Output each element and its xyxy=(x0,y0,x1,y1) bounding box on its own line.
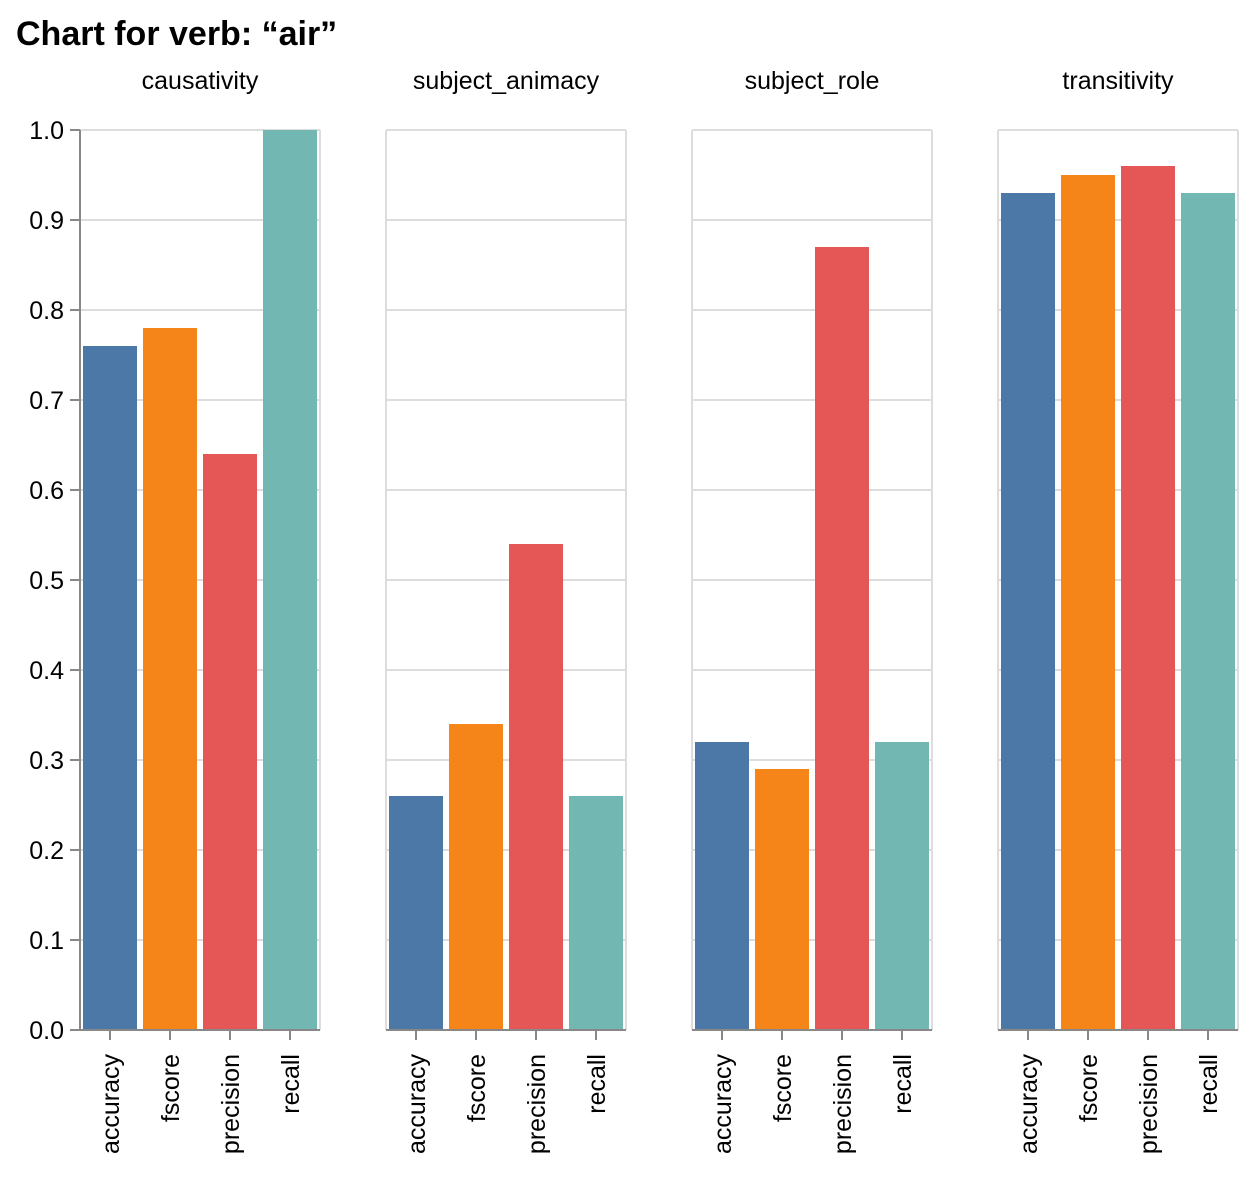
y-tick-label: 0.5 xyxy=(29,567,64,595)
x-tick-label-recall: recall xyxy=(277,1054,305,1114)
bar-subject-role-recall xyxy=(875,742,929,1030)
x-tick-label-accuracy: accuracy xyxy=(1015,1054,1043,1155)
y-tick-label: 0.7 xyxy=(29,387,64,415)
x-tick-label-precision: precision xyxy=(217,1054,245,1154)
facet-subject-animacy: subject_animacy accuracy fscore precision re… xyxy=(385,67,627,1155)
bar-subject-role-fscore xyxy=(755,769,809,1030)
x-tick-label-fscore: fscore xyxy=(157,1054,185,1122)
x-tick-label-accuracy: accuracy xyxy=(709,1054,737,1155)
bar-subject-animacy-recall xyxy=(569,796,623,1030)
y-tick-label: 0.3 xyxy=(29,747,64,775)
bar-subject-role-accuracy xyxy=(695,742,749,1030)
bar-subject-animacy-accuracy xyxy=(389,796,443,1030)
x-tick-label-accuracy: accuracy xyxy=(97,1054,125,1155)
bar-causativity-precision xyxy=(203,454,257,1030)
facet-title: subject_animacy xyxy=(413,67,600,95)
y-tick-label: 0.2 xyxy=(29,837,64,865)
x-tick-label-precision: precision xyxy=(829,1054,857,1154)
y-tick-label: 0.8 xyxy=(29,297,64,325)
bar-subject-role-precision xyxy=(815,247,869,1030)
x-tick-label-fscore: fscore xyxy=(769,1054,797,1122)
bar-causativity-recall xyxy=(263,130,317,1030)
chart-title: Chart for verb: “air” xyxy=(16,15,337,53)
bar-causativity-accuracy xyxy=(83,346,137,1030)
bar-subject-animacy-fscore xyxy=(449,724,503,1030)
bar-transitivity-recall xyxy=(1181,193,1235,1030)
facet-title: subject_role xyxy=(745,67,880,95)
y-tick-label: 0.4 xyxy=(29,657,64,685)
y-tick-label: 0.0 xyxy=(29,1017,64,1045)
bar-transitivity-fscore xyxy=(1061,175,1115,1030)
x-tick-label-recall: recall xyxy=(1195,1054,1223,1114)
x-tick-label-fscore: fscore xyxy=(463,1054,491,1122)
bar-transitivity-accuracy xyxy=(1001,193,1055,1030)
x-tick-label-precision: precision xyxy=(1135,1054,1163,1154)
facets-layer: causativity accuracy fscore precision recall… xyxy=(29,67,1239,1155)
y-tick-label: 0.1 xyxy=(29,927,64,955)
x-tick-label-recall: recall xyxy=(889,1054,917,1114)
facet-title: transitivity xyxy=(1062,67,1174,95)
y-tick-label: 1.0 xyxy=(29,117,64,145)
y-axis: 0.0 0.1 0.2 0.3 0.4 0.5 0.6 0.7 0.8 0.9 1.0 xyxy=(29,117,81,1045)
facet-subject-role: subject_role accuracy fscore precision recal… xyxy=(691,67,933,1155)
facet-causativity: causativity accuracy fscore precision recall… xyxy=(29,67,321,1155)
x-tick-label-fscore: fscore xyxy=(1075,1054,1103,1122)
x-tick-label-recall: recall xyxy=(583,1054,611,1114)
x-tick-label-accuracy: accuracy xyxy=(403,1054,431,1155)
facet-title: causativity xyxy=(142,67,259,95)
y-tick-label: 0.6 xyxy=(29,477,64,505)
bar-transitivity-precision xyxy=(1121,166,1175,1030)
bar-causativity-fscore xyxy=(143,328,197,1030)
bar-subject-animacy-precision xyxy=(509,544,563,1030)
facet-transitivity: transitivity accuracy fscore precision recal… xyxy=(997,67,1239,1155)
x-tick-label-precision: precision xyxy=(523,1054,551,1154)
y-tick-label: 0.9 xyxy=(29,207,64,235)
